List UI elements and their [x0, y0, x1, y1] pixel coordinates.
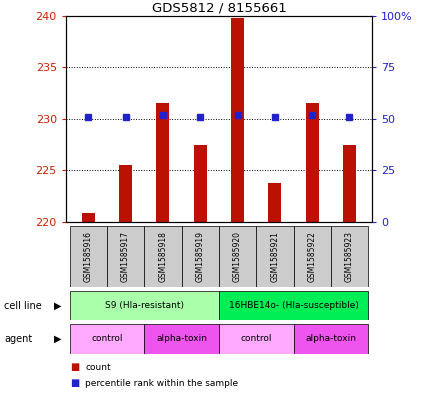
Bar [107, 226, 144, 287]
Text: GSM1585919: GSM1585919 [196, 231, 205, 282]
Bar [219, 291, 368, 320]
Bar [294, 324, 368, 354]
Text: agent: agent [4, 334, 32, 344]
Bar [231, 18, 244, 222]
Text: GSM1585922: GSM1585922 [308, 231, 317, 282]
Text: cell line: cell line [4, 301, 42, 310]
Text: GSM1585918: GSM1585918 [159, 231, 167, 282]
Text: GSM1585917: GSM1585917 [121, 231, 130, 282]
Bar [144, 324, 219, 354]
Bar [144, 226, 181, 287]
Bar [181, 226, 219, 287]
Text: alpha-toxin: alpha-toxin [156, 334, 207, 343]
Text: GSM1585920: GSM1585920 [233, 231, 242, 282]
Text: ■: ■ [70, 378, 79, 388]
Bar [156, 103, 170, 222]
Bar [194, 145, 207, 222]
Text: percentile rank within the sample: percentile rank within the sample [85, 379, 238, 387]
Text: ▶: ▶ [54, 334, 62, 344]
Text: control: control [241, 334, 272, 343]
Bar [294, 226, 331, 287]
Bar [82, 213, 95, 222]
Bar [219, 324, 294, 354]
Text: alpha-toxin: alpha-toxin [305, 334, 356, 343]
Text: S9 (Hla-resistant): S9 (Hla-resistant) [105, 301, 184, 310]
Bar [331, 226, 368, 287]
Text: count: count [85, 363, 110, 372]
Bar [306, 103, 319, 222]
Bar [70, 291, 219, 320]
Bar [70, 226, 107, 287]
Bar [119, 165, 132, 222]
Bar [343, 145, 356, 222]
Text: control: control [91, 334, 123, 343]
Text: GSM1585916: GSM1585916 [84, 231, 93, 282]
Text: GSM1585921: GSM1585921 [270, 231, 279, 282]
Text: ■: ■ [70, 362, 79, 373]
Bar [219, 226, 256, 287]
Text: ▶: ▶ [54, 301, 62, 310]
Bar [256, 226, 294, 287]
Title: GDS5812 / 8155661: GDS5812 / 8155661 [151, 2, 286, 15]
Text: GSM1585923: GSM1585923 [345, 231, 354, 282]
Text: 16HBE14o- (Hla-susceptible): 16HBE14o- (Hla-susceptible) [229, 301, 358, 310]
Bar [268, 183, 281, 222]
Bar [70, 324, 144, 354]
